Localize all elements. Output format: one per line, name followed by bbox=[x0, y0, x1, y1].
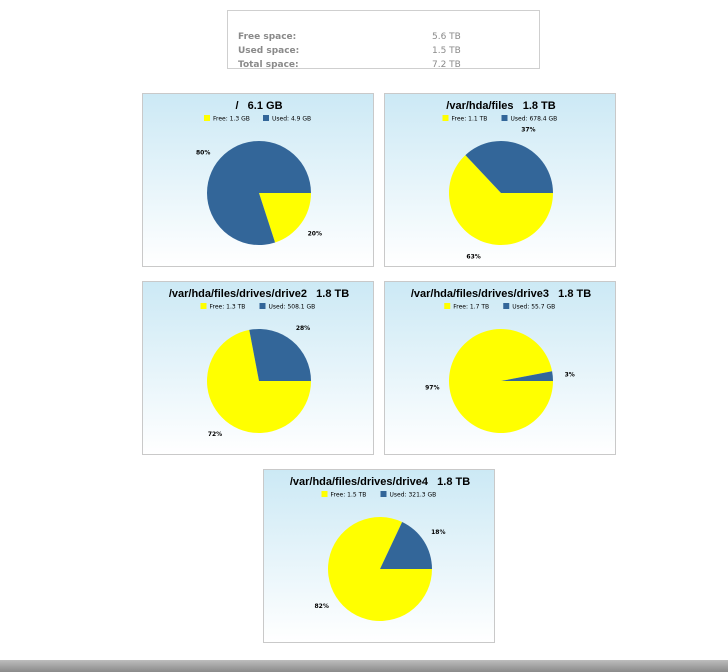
pie-slice-percent-label: 82% bbox=[315, 603, 329, 610]
pie-svg: /var/hda/files/drives/drive3 1.8 TB Free:… bbox=[411, 288, 591, 433]
pie-slice-percent-label: 3% bbox=[565, 372, 575, 379]
legend-free-swatch bbox=[204, 115, 210, 121]
pie-slice-free bbox=[259, 193, 311, 243]
legend-free-label: Free: 1.3 GB bbox=[213, 116, 250, 123]
total-space-value: 7.2 TB bbox=[432, 60, 461, 70]
pie-chart-drive4: /var/hda/files/drives/drive4 1.8 TB Free:… bbox=[263, 469, 495, 643]
bottom-bar bbox=[0, 660, 728, 672]
used-space-value: 1.5 TB bbox=[432, 46, 461, 56]
used-space-label: Used space: bbox=[238, 46, 300, 56]
pie-slice-free bbox=[328, 517, 432, 622]
legend-free-swatch bbox=[442, 115, 449, 121]
chart-title: /var/hda/files/drives/drive3 1.8 TB bbox=[411, 288, 591, 300]
chart-title: / 6.1 GB bbox=[235, 100, 282, 112]
pie-slice-used bbox=[465, 140, 553, 193]
pie-slice-percent-label: 80% bbox=[196, 149, 210, 156]
pie-svg: / 6.1 GB Free: 1.3 GB Used: 4.9 GB 20% 80% bbox=[196, 100, 322, 245]
legend-used-swatch bbox=[501, 115, 508, 121]
pie-slice-free bbox=[449, 328, 553, 433]
pie-slice-percent-label: 63% bbox=[466, 253, 480, 260]
pie-svg: /var/hda/files/drives/drive2 1.8 TB Free:… bbox=[169, 288, 349, 438]
pie-slice-percent-label: 97% bbox=[425, 385, 439, 392]
pie-slice-percent-label: 28% bbox=[296, 325, 310, 332]
legend-used-label: Used: 508.1 GB bbox=[269, 304, 316, 311]
pie-chart-files: /var/hda/files 1.8 TB Free: 1.1 TB Used: 6… bbox=[384, 93, 616, 267]
pie-slice-free bbox=[207, 329, 311, 433]
chart-title: /var/hda/files/drives/drive2 1.8 TB bbox=[169, 288, 349, 300]
legend-used-swatch bbox=[263, 115, 269, 121]
chart-title: /var/hda/files 1.8 TB bbox=[446, 100, 555, 112]
legend-used-label: Used: 55.7 GB bbox=[512, 304, 555, 311]
total-space-label: Total space: bbox=[238, 60, 299, 70]
legend-used-label: Used: 4.9 GB bbox=[272, 116, 311, 123]
pie-slice-used bbox=[380, 521, 432, 569]
legend-free-label: Free: 1.1 TB bbox=[452, 116, 488, 123]
legend-free-label: Free: 1.3 TB bbox=[210, 304, 246, 311]
legend-free-swatch bbox=[200, 303, 207, 309]
free-space-value: 5.6 TB bbox=[432, 32, 461, 42]
legend-used-label: Used: 321.3 GB bbox=[390, 492, 437, 499]
legend-used-swatch bbox=[503, 303, 510, 309]
legend-free-label: Free: 1.7 TB bbox=[453, 304, 489, 311]
chart-title: /var/hda/files/drives/drive4 1.8 TB bbox=[290, 476, 470, 488]
legend-used-swatch bbox=[380, 491, 387, 497]
pie-slice-percent-label: 37% bbox=[521, 127, 535, 134]
pie-svg: /var/hda/files/drives/drive4 1.8 TB Free:… bbox=[290, 476, 470, 622]
free-space-label: Free space: bbox=[238, 32, 297, 42]
pie-chart-drive3: /var/hda/files/drives/drive3 1.8 TB Free:… bbox=[384, 281, 616, 455]
pie-slice-percent-label: 18% bbox=[431, 529, 445, 536]
pie-slice-used bbox=[501, 371, 553, 381]
legend-used-label: Used: 678.4 GB bbox=[511, 116, 558, 123]
legend-free-swatch bbox=[321, 491, 328, 497]
pie-slice-percent-label: 72% bbox=[208, 431, 222, 438]
pie-chart-root: / 6.1 GB Free: 1.3 GB Used: 4.9 GB 20% 80% bbox=[142, 93, 374, 267]
pie-slice-free bbox=[449, 155, 553, 245]
pie-slice-percent-label: 20% bbox=[308, 231, 322, 238]
pie-chart-drive2: /var/hda/files/drives/drive2 1.8 TB Free:… bbox=[142, 281, 374, 455]
pie-slice-used bbox=[249, 328, 311, 381]
pie-svg: /var/hda/files 1.8 TB Free: 1.1 TB Used: 6… bbox=[442, 100, 558, 260]
legend-free-label: Free: 1.5 TB bbox=[331, 492, 367, 499]
legend-free-swatch bbox=[444, 303, 451, 309]
legend-used-swatch bbox=[259, 303, 266, 309]
pie-slice-used bbox=[207, 140, 311, 245]
space-summary-table: Free space: 5.6 TB Used space: 1.5 TB To… bbox=[227, 10, 540, 70]
